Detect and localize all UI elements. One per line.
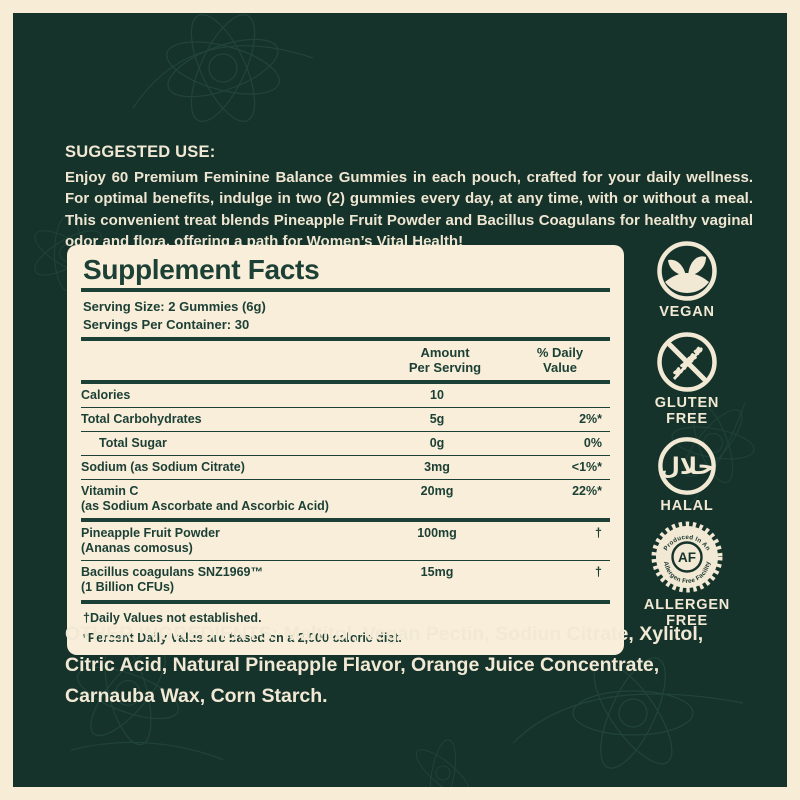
allergen-free-monogram: AF	[678, 550, 696, 565]
vegan-badge: VEGAN	[637, 239, 737, 321]
other-ingredients-heading: OTHER INGREDIENTS:	[65, 623, 279, 645]
nutrient-amount: 3mg	[424, 459, 450, 474]
halal-arabic-glyph: حلال	[660, 453, 715, 479]
supplement-facts-panel: Supplement Facts Serving Size: 2 Gummies…	[67, 245, 624, 655]
nutrient-daily-value: 0%	[583, 435, 602, 450]
nutrient-daily-value: 2%*	[579, 411, 602, 426]
amount-column-header: Amount Per Serving	[408, 344, 482, 375]
nutrient-row: Bacillus coagulans SNZ1969™ (1 Billion CF…	[81, 561, 610, 599]
nutrient-daily-value: <1%*	[571, 459, 602, 474]
other-ingredients-section: OTHER INGREDIENTS: Maltitol, Vegan Pecti…	[65, 619, 741, 713]
nutrient-amount: 0g	[429, 435, 445, 450]
halal-icon: حلال	[658, 436, 716, 495]
nutrient-name: Calories	[81, 387, 131, 402]
divider	[81, 559, 610, 561]
certification-badges: VEGAN	[631, 227, 743, 630]
nutrient-amount: 15mg	[420, 564, 454, 579]
vegan-label: VEGAN	[659, 304, 715, 320]
nutrient-row: Total Carbohydrates 5g 2%*	[81, 408, 610, 431]
suggested-use-section: SUGGESTED USE: Enjoy 60 Premium Feminine…	[65, 143, 753, 252]
serving-info: Serving Size: 2 Gummies (6g) Servings Pe…	[83, 298, 610, 332]
gluten-free-label: GLUTEN FREE	[654, 394, 720, 427]
nutrient-amount: 20mg	[420, 483, 454, 498]
nutrient-row: Vitamin C (as Sodium Ascorbate and Ascorb…	[81, 480, 610, 518]
allergen-free-icon: AF Produced In An Allergen Free Facility	[651, 521, 723, 593]
supplement-facts-title: Supplement Facts	[83, 254, 320, 285]
halal-badge: حلال HALAL	[637, 435, 737, 515]
nutrient-row: Calories 10	[81, 384, 610, 407]
nutrient-name: Total Carbohydrates	[81, 411, 202, 426]
nutrient-name: Vitamin C (as Sodium Ascorbate and Ascorb…	[81, 483, 329, 513]
vegan-icon	[657, 241, 717, 301]
suggested-use-heading: SUGGESTED USE:	[65, 143, 216, 161]
suggested-use-text: Enjoy 60 Premium Feminine Balance Gummie…	[65, 169, 753, 250]
divider	[81, 454, 610, 456]
divider	[81, 430, 610, 432]
divider	[81, 517, 610, 522]
other-ingredients-text: Maltitol, Vegan Pectin, Sodiun Citrate, …	[65, 623, 704, 708]
gluten-free-icon	[657, 332, 717, 392]
divider	[81, 379, 610, 384]
allergen-free-badge: AF Produced In An Allergen Free Facility…	[637, 518, 737, 630]
nutrient-daily-value: 22%*	[572, 483, 602, 498]
nutrient-daily-value: †	[595, 564, 602, 579]
gluten-free-badge: GLUTEN FREE	[637, 330, 737, 428]
footnote-percent-dv: *Percent Daily Value are based on a 2,00…	[83, 630, 402, 645]
nutrient-amount: 10	[430, 387, 444, 402]
nutrient-amount: 100mg	[417, 525, 457, 540]
divider	[81, 478, 610, 480]
label-background: SUGGESTED USE: Enjoy 60 Premium Feminine…	[13, 13, 787, 787]
footnote-daily-values: †Daily Values not established.	[83, 610, 262, 625]
nutrient-daily-value: †	[595, 525, 602, 540]
divider	[81, 406, 610, 408]
serving-size: Serving Size: 2 Gummies (6g)	[83, 299, 266, 315]
table-header-row: Amount Per Serving % Daily Value	[81, 344, 610, 376]
divider	[81, 599, 610, 604]
nutrient-row: Pineapple Fruit Powder (Ananas comosus) 1…	[81, 522, 610, 560]
halal-label: HALAL	[660, 497, 714, 514]
divider	[81, 288, 610, 293]
nutrient-row: Total Sugar 0g 0%	[81, 432, 610, 455]
nutrient-amount: 5g	[429, 411, 445, 426]
nutrient-row: Sodium (as Sodium Citrate) 3mg <1%*	[81, 456, 610, 479]
nutrient-name: Sodium (as Sodium Citrate)	[81, 459, 245, 474]
daily-value-column-header: % Daily Value	[536, 344, 584, 375]
allergen-free-label: ALLERGEN FREE	[643, 596, 731, 629]
servings-per-container: Servings Per Container: 30	[83, 316, 250, 332]
nutrient-name: Total Sugar	[99, 435, 167, 450]
nutrient-name: Bacillus coagulans SNZ1969™ (1 Billion CF…	[81, 564, 264, 594]
divider	[81, 336, 610, 341]
nutrient-name: Pineapple Fruit Powder (Ananas comosus)	[81, 525, 220, 555]
